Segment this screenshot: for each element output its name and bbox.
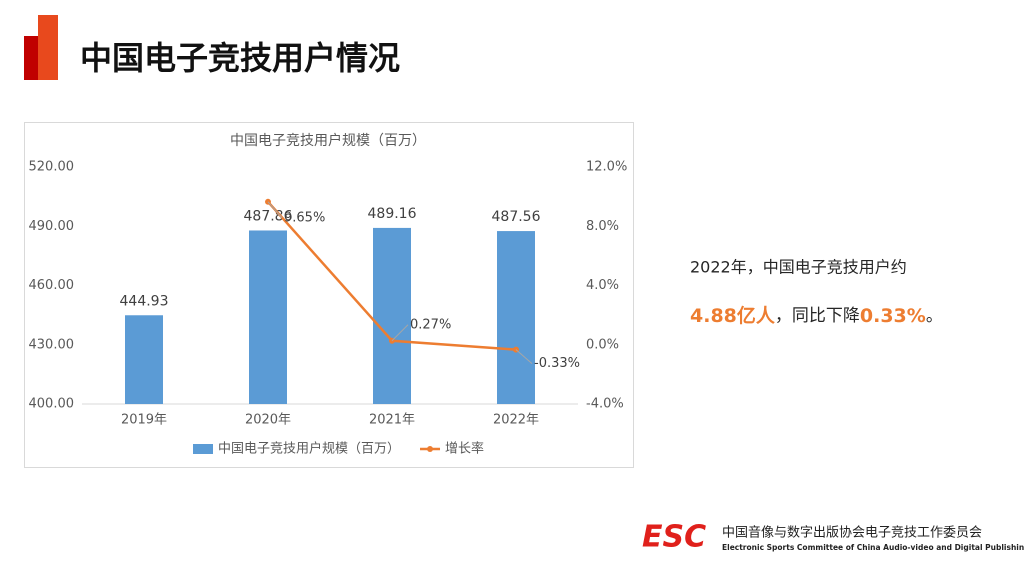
chart-title: 中国电子竞技用户规模（百万） bbox=[230, 132, 426, 149]
y2-tick-label: -4.0% bbox=[586, 397, 624, 412]
y-tick-label: 490.00 bbox=[29, 219, 75, 234]
x-tick-label: 2020年 bbox=[245, 413, 291, 428]
bar bbox=[125, 315, 163, 404]
y-tick-label: 460.00 bbox=[29, 278, 75, 293]
bar bbox=[373, 227, 411, 404]
legend-label: 增长率 bbox=[445, 441, 484, 457]
y-tick-label: 430.00 bbox=[29, 337, 75, 352]
legend-label: 中国电子竞技用户规模（百万） bbox=[218, 441, 400, 457]
x-tick-label: 2019年 bbox=[121, 413, 167, 428]
y2-tick-label: 4.0% bbox=[586, 278, 619, 293]
x-tick-label: 2022年 bbox=[493, 413, 539, 428]
summary-text: 2022年，中国电子竞技用户约 bbox=[690, 258, 907, 277]
data-label: 9.65% bbox=[284, 210, 325, 225]
footer-org-en: Electronic Sports Committee of China Aud… bbox=[722, 543, 1024, 552]
leader-line bbox=[391, 324, 409, 342]
slide-title: 中国电子竞技用户情况 bbox=[80, 39, 400, 77]
data-label: 487.86 bbox=[244, 208, 293, 224]
title-accent bbox=[38, 15, 58, 80]
bar bbox=[497, 231, 535, 404]
footer-logo: ESC bbox=[642, 520, 706, 555]
leader-line bbox=[515, 349, 533, 365]
y2-tick-label: 0.0% bbox=[586, 337, 619, 352]
text: ，同比下降 bbox=[775, 306, 860, 326]
y-tick-label: 400.00 bbox=[29, 397, 75, 412]
data-label: -0.33% bbox=[534, 356, 580, 371]
x-tick-label: 2021年 bbox=[369, 413, 415, 428]
highlight: 0.33% bbox=[860, 305, 926, 327]
data-label: 487.56 bbox=[492, 209, 541, 225]
legend-swatch bbox=[193, 444, 213, 454]
data-label: 0.27% bbox=[410, 317, 451, 332]
bar bbox=[249, 230, 287, 404]
title-accent bbox=[24, 36, 38, 80]
chart-frame bbox=[24, 122, 634, 468]
footer-org: 中国音像与数字出版协会电子竞技工作委员会 bbox=[722, 525, 982, 541]
text: 。 bbox=[926, 306, 943, 326]
summary-text: 4.88亿人，同比下降0.33%。 bbox=[690, 304, 943, 327]
y-tick-label: 520.00 bbox=[29, 160, 75, 175]
data-label: 444.93 bbox=[120, 293, 169, 309]
data-label: 489.16 bbox=[368, 206, 417, 222]
legend-swatch bbox=[427, 446, 434, 452]
y2-tick-label: 12.0% bbox=[586, 160, 627, 175]
highlight: 4.88亿人 bbox=[690, 304, 776, 327]
leader-line bbox=[267, 201, 283, 219]
y2-tick-label: 8.0% bbox=[586, 219, 619, 234]
